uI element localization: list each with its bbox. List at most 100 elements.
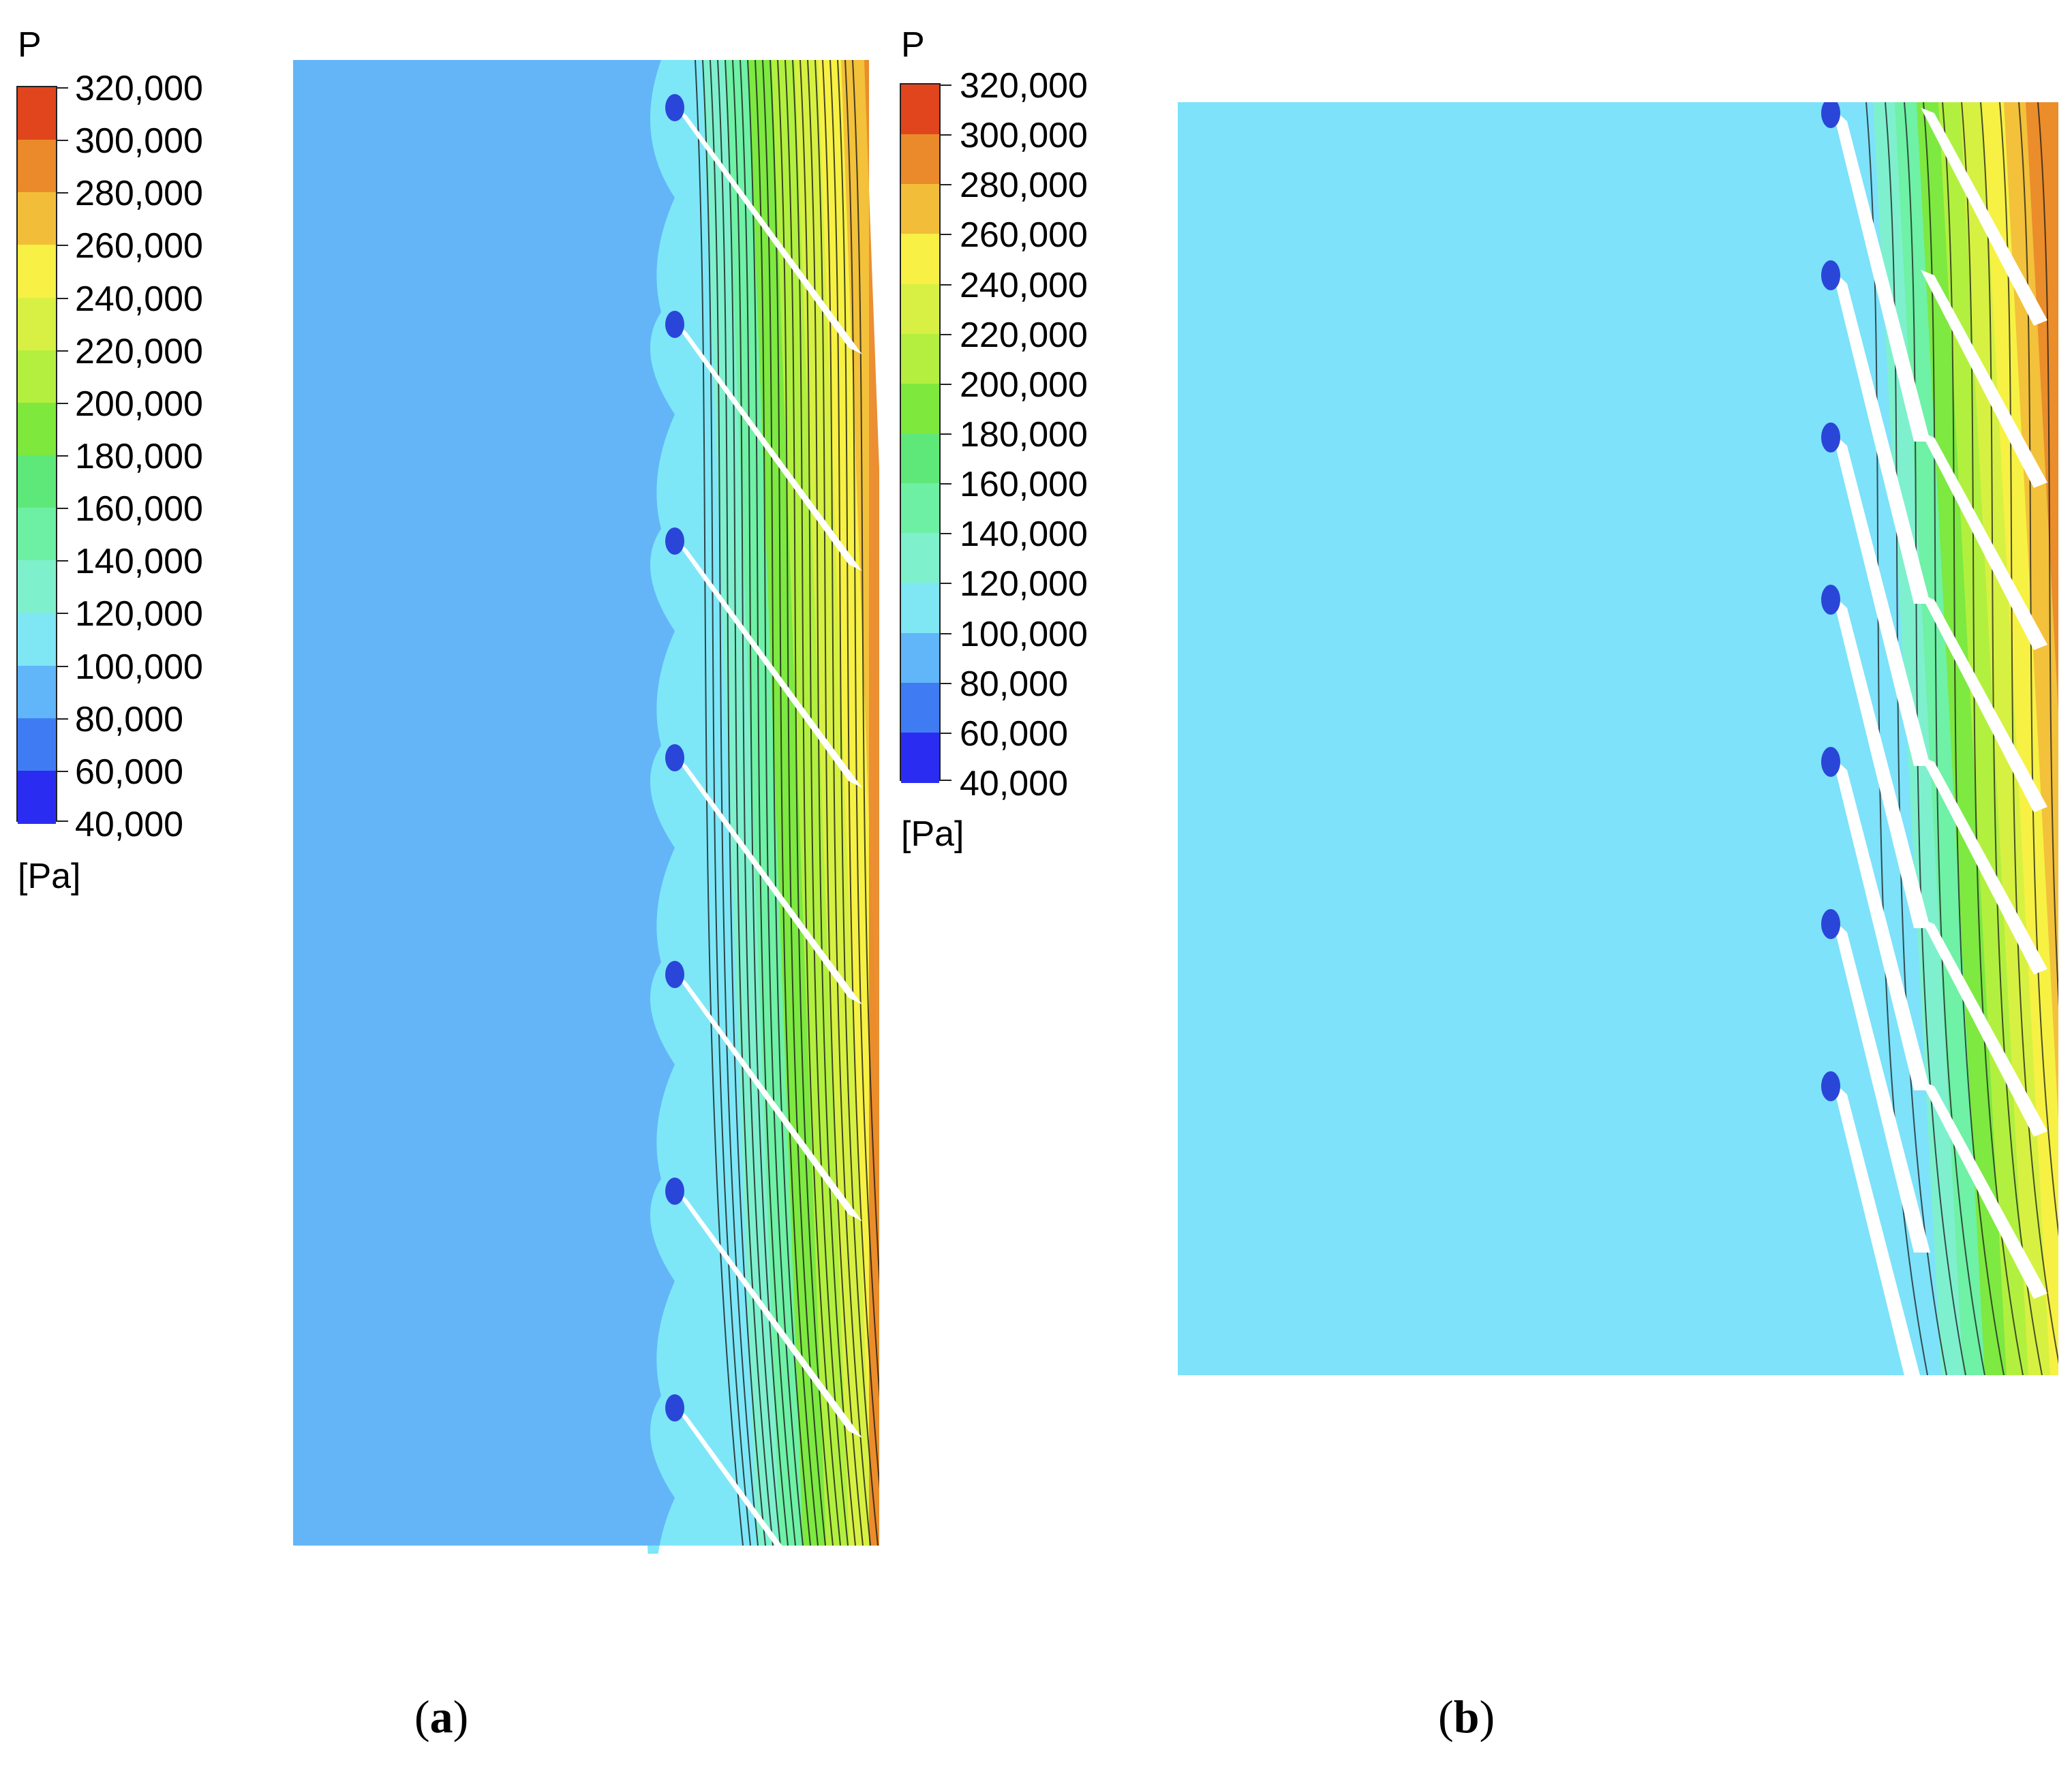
legend-tick xyxy=(939,682,951,684)
pressure-contour-panel-b xyxy=(1178,94,2058,1382)
blade-leading-edge xyxy=(665,1394,684,1422)
blade-leading-edge xyxy=(665,527,684,555)
blade xyxy=(672,536,862,788)
legend-label: 220,000 xyxy=(75,331,203,371)
legend-label: 60,000 xyxy=(75,752,184,792)
legend-a: P 320,000 300,000 280,000 260,000 240,000 220… xyxy=(0,0,273,906)
legend-colorbar xyxy=(900,83,951,783)
blade xyxy=(1921,594,2047,812)
legend-swatch xyxy=(18,455,56,509)
contour-line xyxy=(807,59,856,1546)
blade xyxy=(672,102,862,354)
legend-swatch xyxy=(901,234,939,285)
blade xyxy=(1921,432,2047,650)
blade xyxy=(1921,756,2047,974)
legend-label: 100,000 xyxy=(75,647,203,687)
legend-tick xyxy=(56,820,68,822)
legend-tick xyxy=(939,483,951,485)
blade xyxy=(1832,432,1930,766)
legend-swatch xyxy=(18,718,56,771)
legend-label: 180,000 xyxy=(960,415,1088,455)
contour-line xyxy=(717,59,766,1546)
legend-label: 280,000 xyxy=(960,166,1088,206)
legend-tick xyxy=(939,85,951,86)
caption-letter: a xyxy=(429,1691,453,1743)
blade-leading-edge xyxy=(1821,585,1840,615)
contour-line xyxy=(762,59,811,1546)
contour-line xyxy=(799,59,849,1546)
contour-line xyxy=(1885,102,1947,1376)
blade xyxy=(1832,108,1930,442)
legend-tick xyxy=(56,245,68,247)
contour-plot-b xyxy=(1178,94,2058,1382)
blade-leading-edge xyxy=(1821,747,1840,777)
blade-leading-edge xyxy=(1821,1071,1840,1101)
legend-swatch xyxy=(18,140,56,194)
legend-tick xyxy=(56,718,68,720)
legend-swatch xyxy=(18,350,56,403)
legend-tick xyxy=(56,613,68,615)
legend-tick xyxy=(939,780,951,781)
legend-swatch xyxy=(18,87,56,141)
contour-line xyxy=(792,59,841,1546)
legend-label: 240,000 xyxy=(75,279,203,319)
legend-label: 160,000 xyxy=(75,489,203,530)
legend-tick xyxy=(56,350,68,352)
blade xyxy=(672,1186,862,1438)
contour-line xyxy=(747,59,796,1546)
legend-swatch xyxy=(18,192,56,246)
legend-swatch xyxy=(18,245,56,298)
legend-tick xyxy=(56,508,68,510)
contour-line xyxy=(784,59,834,1546)
legend-tick xyxy=(56,455,68,457)
legend-swatch xyxy=(18,770,56,824)
blade-leading-edge xyxy=(665,1178,684,1205)
legend-swatch xyxy=(901,433,939,485)
contour-line xyxy=(740,59,789,1546)
contour-line xyxy=(2018,102,2058,1238)
blade xyxy=(1832,594,1930,928)
legend-swatch xyxy=(901,184,939,235)
legend-swatch xyxy=(18,613,56,666)
contour-line xyxy=(1904,102,1966,1376)
contour-line xyxy=(852,59,879,1287)
legend-tick xyxy=(939,184,951,186)
legend-swatch xyxy=(18,402,56,456)
legend-tick xyxy=(56,665,68,667)
blade xyxy=(1921,108,2047,326)
legend-tick xyxy=(939,583,951,585)
legend-label: 240,000 xyxy=(960,265,1088,305)
contour-line xyxy=(755,59,804,1546)
blade xyxy=(1832,1081,1922,1382)
legend-tick xyxy=(939,283,951,286)
legend-tick xyxy=(56,192,68,194)
legend-tick xyxy=(56,402,68,404)
legend-swatch xyxy=(18,297,56,351)
blade xyxy=(1832,919,1930,1253)
blade xyxy=(672,752,862,1004)
edge xyxy=(293,55,879,60)
contour-line xyxy=(814,59,864,1546)
legend-label: 320,000 xyxy=(960,66,1088,106)
legend-swatch xyxy=(901,583,939,634)
blade xyxy=(1832,270,1930,604)
legend-swatch xyxy=(901,134,939,185)
blade xyxy=(1921,270,2047,488)
pressure-band xyxy=(864,60,879,1546)
legend-swatch xyxy=(901,682,939,733)
legend-tick xyxy=(939,732,951,734)
legend-label: 80,000 xyxy=(960,664,1069,704)
contour-line xyxy=(710,59,759,1546)
edge xyxy=(1178,94,2058,102)
legend-colorbar xyxy=(16,86,68,824)
blade-leading-edge xyxy=(1821,423,1840,452)
contour-line xyxy=(725,59,774,1546)
legend-tick xyxy=(939,134,951,136)
blade xyxy=(672,1402,789,1554)
legend-label: 120,000 xyxy=(75,594,203,634)
legend-swatch xyxy=(18,560,56,614)
legend-label: 260,000 xyxy=(960,215,1088,256)
legend-label: 140,000 xyxy=(960,515,1088,555)
blade xyxy=(672,319,862,571)
legend-swatch xyxy=(901,483,939,534)
